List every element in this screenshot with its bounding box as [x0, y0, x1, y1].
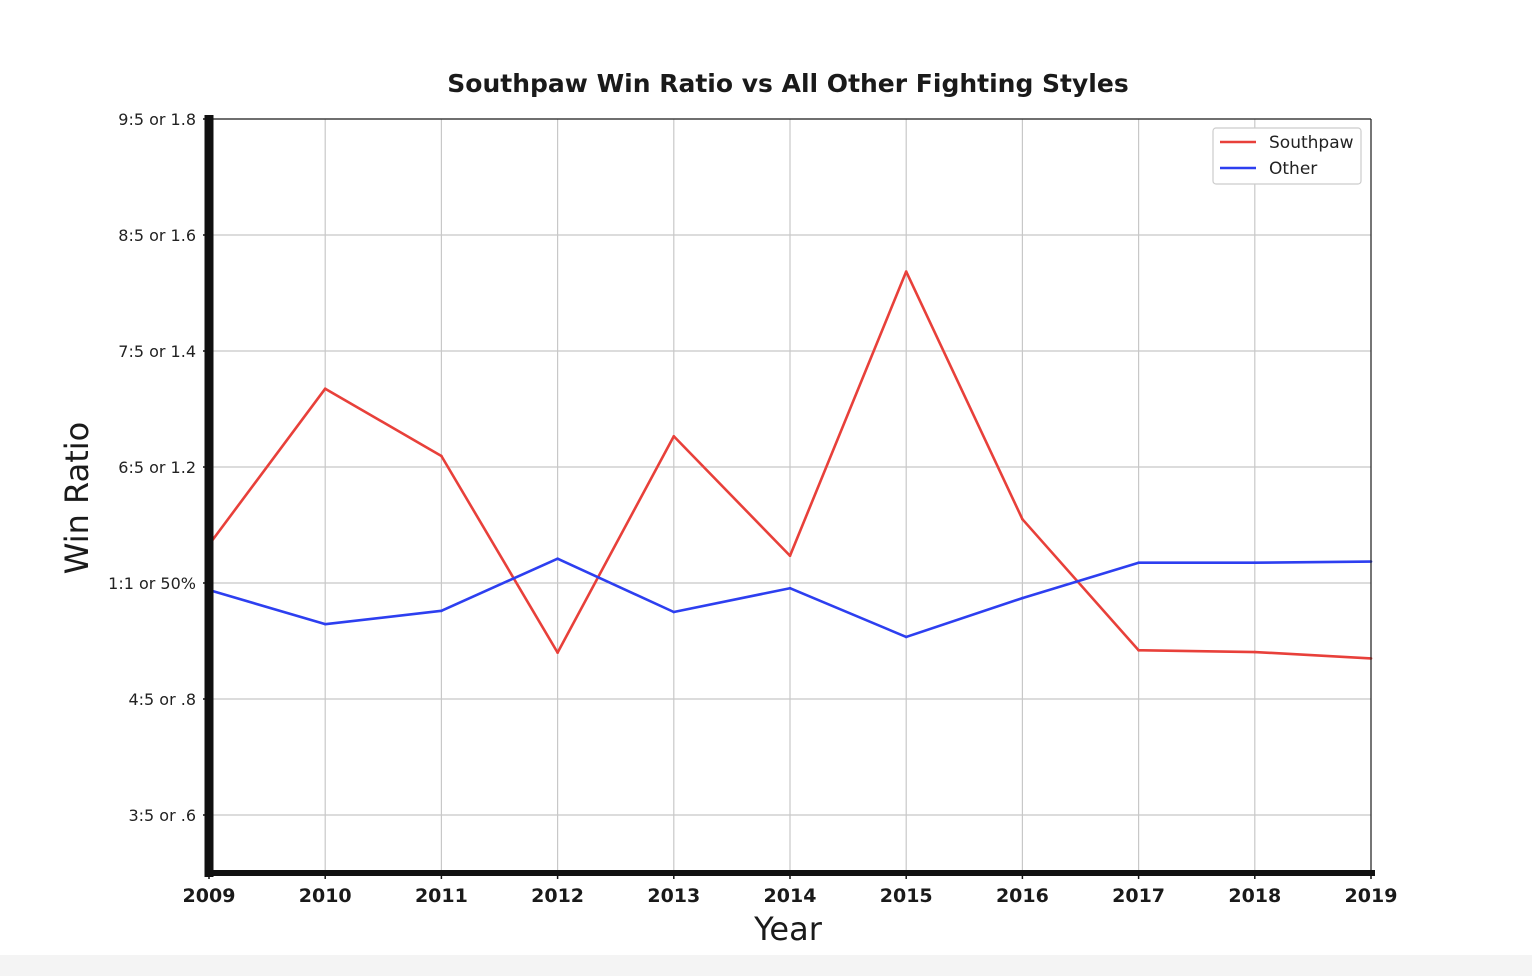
- grid-lines: [208, 118, 1372, 873]
- data-point-southpaw: [440, 454, 443, 458]
- data-point-other: [440, 609, 443, 613]
- x-tick-label: 2011: [415, 885, 468, 907]
- x-tick-label: 2019: [1345, 885, 1398, 907]
- data-point-other: [556, 557, 559, 560]
- x-tick-label: 2013: [647, 885, 700, 907]
- y-tick-label: 7:5 or 1.4: [118, 342, 196, 361]
- data-point-southpaw: [672, 434, 676, 438]
- x-tick-label: 2010: [299, 885, 352, 907]
- data-point-other: [788, 586, 792, 590]
- data-point-other: [323, 622, 327, 626]
- data-point-southpaw: [1253, 650, 1257, 654]
- y-tick-label: 4:5 or .8: [128, 690, 196, 709]
- data-point-other: [1253, 561, 1257, 564]
- x-tick-label: 2016: [996, 885, 1049, 907]
- x-tick-label: 2018: [1228, 885, 1281, 907]
- x-tick-label: 2014: [764, 885, 817, 907]
- x-tick-label: 2017: [1112, 885, 1165, 907]
- y-tick-label: 8:5 or 1.6: [118, 226, 196, 245]
- x-axis-label: Year: [753, 910, 823, 948]
- data-point-southpaw: [1137, 648, 1140, 652]
- data-point-other: [1137, 561, 1140, 564]
- chart-title: Southpaw Win Ratio vs All Other Fighting…: [447, 69, 1128, 98]
- legend: Southpaw Other: [1212, 127, 1362, 185]
- bottom-strip: [0, 955, 1532, 976]
- data-point-southpaw: [788, 554, 792, 558]
- y-tick-label: 6:5 or 1.2: [118, 458, 196, 477]
- data-point-other: [904, 635, 908, 639]
- y-axis-label: Win Ratio: [58, 422, 96, 574]
- data-point-southpaw: [556, 651, 559, 654]
- data-point-southpaw: [1021, 517, 1024, 521]
- axes: [203, 115, 1375, 879]
- x-tick-label: 2009: [183, 885, 236, 907]
- x-tick-label: 2015: [880, 885, 933, 907]
- y-tick-label: 9:5 or 1.8: [118, 110, 196, 129]
- data-point-southpaw: [904, 270, 908, 273]
- legend-label-southpaw: Southpaw: [1269, 133, 1354, 153]
- data-point-other: [1021, 596, 1024, 600]
- y-tick-label: 1:1 or 50%: [108, 574, 196, 593]
- tick-labels: 2009 2010 2011 2012 2013 2014 2015 2016 2017 2018…: [108, 110, 1397, 907]
- x-tick-label: 2012: [531, 885, 584, 907]
- legend-label-other: Other: [1269, 159, 1317, 179]
- data-point-southpaw: [323, 387, 327, 391]
- y-tick-label: 3:5 or .6: [128, 806, 196, 825]
- data-point-other: [672, 610, 676, 614]
